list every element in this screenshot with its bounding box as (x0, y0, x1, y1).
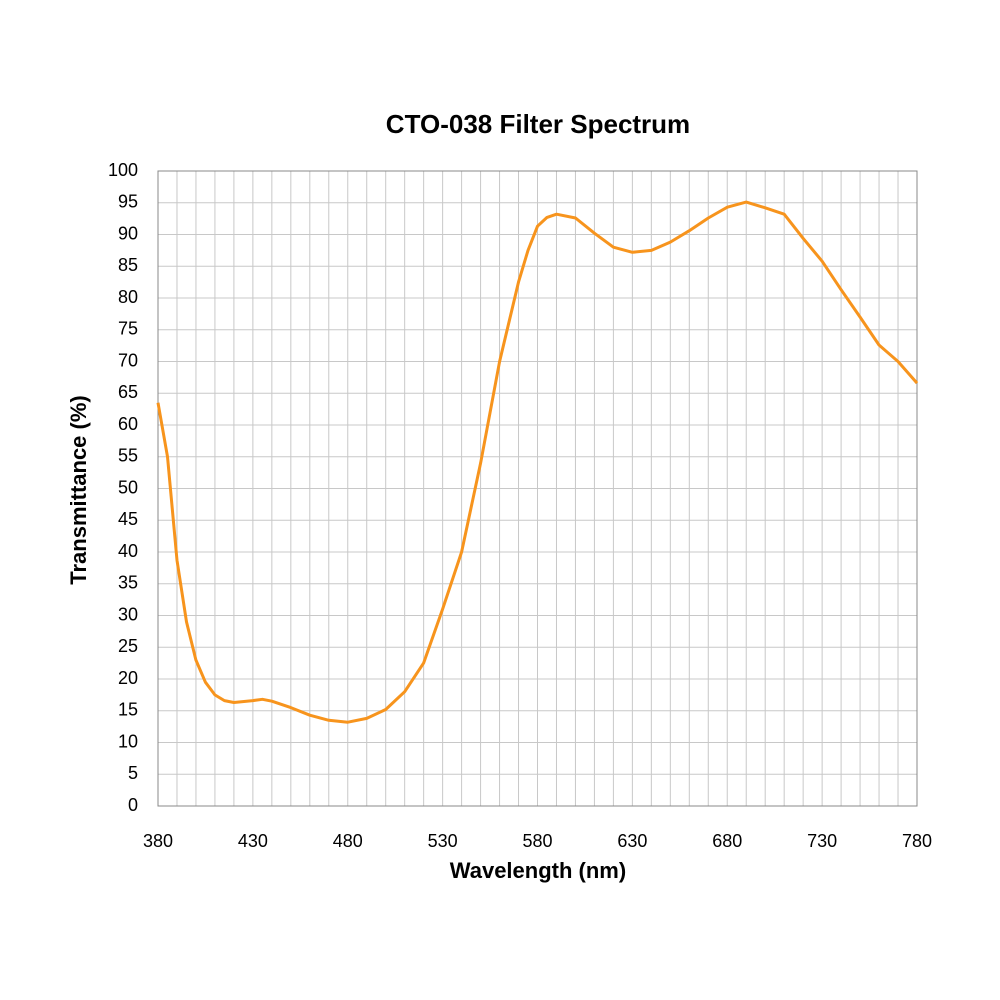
y-tick-label: 90 (118, 223, 138, 243)
y-tick-label: 35 (118, 573, 138, 593)
x-axis-label: Wavelength (nm) (450, 858, 626, 883)
y-tick-label: 10 (118, 731, 138, 751)
y-tick-label: 100 (108, 160, 138, 180)
y-tick-label: 60 (118, 414, 138, 434)
y-tick-label: 75 (118, 319, 138, 339)
x-tick-label: 680 (712, 831, 742, 851)
y-tick-label: 20 (118, 668, 138, 688)
y-tick-label: 30 (118, 604, 138, 624)
y-tick-label: 85 (118, 255, 138, 275)
y-axis-label: Transmittance (%) (66, 395, 91, 585)
x-tick-label: 430 (238, 831, 268, 851)
line-series (156, 200, 919, 724)
y-tick-label: 70 (118, 350, 138, 370)
x-tick-label: 780 (902, 831, 932, 851)
y-tick-label: 80 (118, 287, 138, 307)
x-tick-label: 580 (522, 831, 552, 851)
y-tick-label: 65 (118, 382, 138, 402)
y-tick-label: 55 (118, 446, 138, 466)
x-tick-label: 730 (807, 831, 837, 851)
x-tick-label: 480 (333, 831, 363, 851)
x-tick-label: 530 (428, 831, 458, 851)
y-tick-label: 40 (118, 541, 138, 561)
y-tick-label: 95 (118, 192, 138, 212)
y-tick-label: 15 (118, 700, 138, 720)
plot-frame (157, 170, 918, 807)
x-tick-label: 380 (143, 831, 173, 851)
y-tick-label: 45 (118, 509, 138, 529)
y-tick-label: 5 (128, 763, 138, 783)
y-tick-label: 25 (118, 636, 138, 656)
y-tick-label: 0 (128, 795, 138, 815)
chart-title: CTO-038 Filter Spectrum (386, 109, 690, 139)
x-tick-label: 630 (617, 831, 647, 851)
y-tick-label: 50 (118, 477, 138, 497)
